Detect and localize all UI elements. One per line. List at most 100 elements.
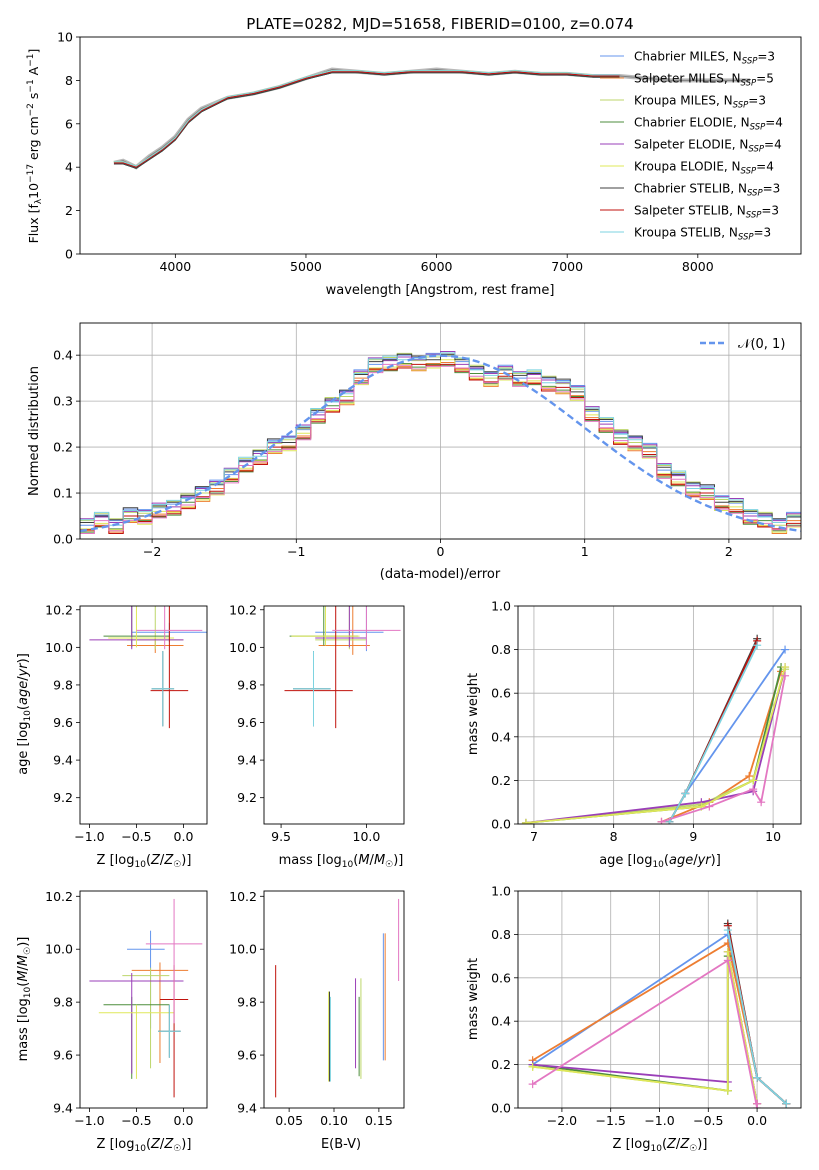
y-tick-label: 10.0 xyxy=(229,640,257,655)
y-tick-label: 1.0 xyxy=(491,884,511,899)
y-tick-label: 0.2 xyxy=(491,773,511,788)
spectrum-xlabel: wavelength [Angstrom, rest frame] xyxy=(326,283,555,298)
x-tick-label: 0 xyxy=(437,544,445,559)
residual-hist-panel: −2 −1 0 1 2 0.0 0.1 0.2 0.3 0.4 xyxy=(53,322,802,559)
y-tick-label: 2 xyxy=(65,203,73,218)
spectrum-panel: 4000 5000 6000 7000 8000 0 2 4 6 8 10 xyxy=(57,30,802,274)
spectrum-ylabel: Flux [fλ10−17 erg cm−2 s−1 A−1] xyxy=(26,49,44,244)
legend-tail: =5 xyxy=(756,72,774,86)
y-tick-label: 9.6 xyxy=(237,1048,257,1063)
y-tick-label: 1.0 xyxy=(491,599,511,614)
y-tick-label: 9.8 xyxy=(53,677,73,692)
y-tick-label: 0.0 xyxy=(491,817,511,832)
x-tick-label: 9 xyxy=(689,829,697,844)
x-tick-label: 7000 xyxy=(551,259,583,274)
x-tick-label: 0.0 xyxy=(174,829,194,844)
x-tick-label: 6000 xyxy=(421,259,453,274)
errorbar-point xyxy=(122,967,170,1069)
weight-lines xyxy=(528,919,791,1108)
x-tick-label: 2 xyxy=(725,544,733,559)
y-tick-label: 10.0 xyxy=(229,942,257,957)
legend-subscript: SSP xyxy=(741,79,757,89)
weight-series-line xyxy=(525,666,786,824)
errorbar-point xyxy=(136,606,203,650)
axes-frame xyxy=(263,605,405,825)
x-tick-label: 1 xyxy=(581,544,589,559)
y-tick-label: 0.4 xyxy=(491,1014,511,1029)
errorbar-point xyxy=(291,606,360,646)
errorbar-point xyxy=(293,651,331,727)
y-tick-label: 0.8 xyxy=(491,642,511,657)
ageZ-ylabel: age [log10(age/yr)] xyxy=(16,653,33,775)
errorbar-point xyxy=(89,973,184,1074)
y-tick-label: 4 xyxy=(65,160,73,175)
legend-tail: =3 xyxy=(754,226,772,240)
legend-tail: =3 xyxy=(757,50,775,64)
model-spectrum-line xyxy=(113,72,620,169)
hist-legend-label: 𝒩(0, 1) xyxy=(738,337,785,352)
y-tick-label: 10.2 xyxy=(229,889,257,904)
y-tick-label: 9.4 xyxy=(53,1101,73,1116)
weight-vs-z-panel: −2.0 −1.5 −1.0 −0.5 0.0 0.0 0.2 0.4 0.6 0.8 1.0 xyxy=(491,884,802,1128)
mass-vs-ebv-panel: 0.05 0.10 0.15 9.4 9.6 9.8 10.0 10.2 xyxy=(229,889,405,1128)
axes-frame xyxy=(263,890,405,1109)
x-tick-label: 0.10 xyxy=(320,1113,348,1128)
y-tick-label: 0.2 xyxy=(491,1057,511,1072)
legend-subscript: SSP xyxy=(746,211,762,221)
legend-label: Kroupa ELODIE, NSSP=4 xyxy=(634,160,774,177)
y-tick-label: 8 xyxy=(65,73,73,88)
errorbar-point xyxy=(151,651,175,727)
ageZ-xlabel: Z [log10(Z/Z☉)] xyxy=(97,853,192,870)
x-tick-label: 8000 xyxy=(682,259,714,274)
x-tick-label: 0.0 xyxy=(174,1113,194,1128)
legend-tail: =4 xyxy=(756,160,774,174)
y-tick-label: 10.2 xyxy=(45,602,73,617)
massZ-xlabel: Z [log10(Z/Z☉)] xyxy=(97,1137,192,1154)
massE-xlabel: E(B-V) xyxy=(321,1137,361,1152)
y-tick-label: 0.0 xyxy=(491,1101,511,1116)
y-tick-label: 0.1 xyxy=(53,486,73,501)
legend-label: Salpeter ELODIE, NSSP=4 xyxy=(634,138,782,155)
y-tick-label: 0.0 xyxy=(53,532,73,547)
errorbars xyxy=(89,898,203,1098)
y-tick-label: 10 xyxy=(57,30,73,45)
x-tick-label: 0.0 xyxy=(747,1113,767,1128)
y-tick-label: 6 xyxy=(65,116,73,131)
age-vs-mass-panel: 9.5 10.0 9.2 9.4 9.6 9.8 10.0 10.2 xyxy=(229,602,405,844)
x-tick-label: −1.5 xyxy=(596,1113,626,1128)
weight-lines xyxy=(521,634,790,824)
y-tick-label: 9.6 xyxy=(237,715,257,730)
y-tick-label: 10.0 xyxy=(45,942,73,957)
figure-title: PLATE=0282, MJD=51658, FIBERID=0100, z=0… xyxy=(246,15,633,33)
legend-label: Chabrier ELODIE, NSSP=4 xyxy=(634,116,783,133)
axes-frame xyxy=(79,890,208,1109)
y-tick-label: 0.4 xyxy=(491,729,511,744)
x-tick-label: 5000 xyxy=(290,259,322,274)
axes-frame xyxy=(517,605,802,825)
legend-subscript: SSP xyxy=(733,101,749,111)
y-tick-label: 9.2 xyxy=(237,790,257,805)
x-tick-label: 10 xyxy=(765,829,781,844)
x-tick-label: −1 xyxy=(287,544,305,559)
wZ-ylabel: mass weight xyxy=(466,958,481,1040)
y-tick-label: 9.8 xyxy=(53,995,73,1010)
hist-xlabel: (data-model)/error xyxy=(380,567,501,582)
errorbar-point xyxy=(127,606,184,650)
y-tick-label: 9.4 xyxy=(237,753,257,768)
legend-subscript: SSP xyxy=(741,167,757,177)
x-tick-label: 8 xyxy=(610,829,618,844)
legend-tail: =4 xyxy=(764,138,782,152)
hist-legend: 𝒩(0, 1) xyxy=(700,337,785,352)
legend-subscript: SSP xyxy=(747,189,763,199)
age-vs-z-panel: −1.0 −0.5 0.0 9.2 9.4 9.6 9.8 10.0 10.2 xyxy=(45,602,208,844)
errorbar-point xyxy=(284,606,353,729)
errorbar-point xyxy=(158,1004,181,1058)
legend-tail: =3 xyxy=(763,182,781,196)
y-tick-label: 9.8 xyxy=(237,995,257,1010)
errorbar-point xyxy=(145,898,203,1024)
x-tick-label: 0.15 xyxy=(365,1113,393,1128)
x-tick-label: 10.0 xyxy=(353,829,381,844)
x-tick-label: −0.5 xyxy=(693,1113,723,1128)
y-tick-label: 10.2 xyxy=(45,889,73,904)
legend-label: Salpeter MILES, NSSP=5 xyxy=(634,72,774,89)
